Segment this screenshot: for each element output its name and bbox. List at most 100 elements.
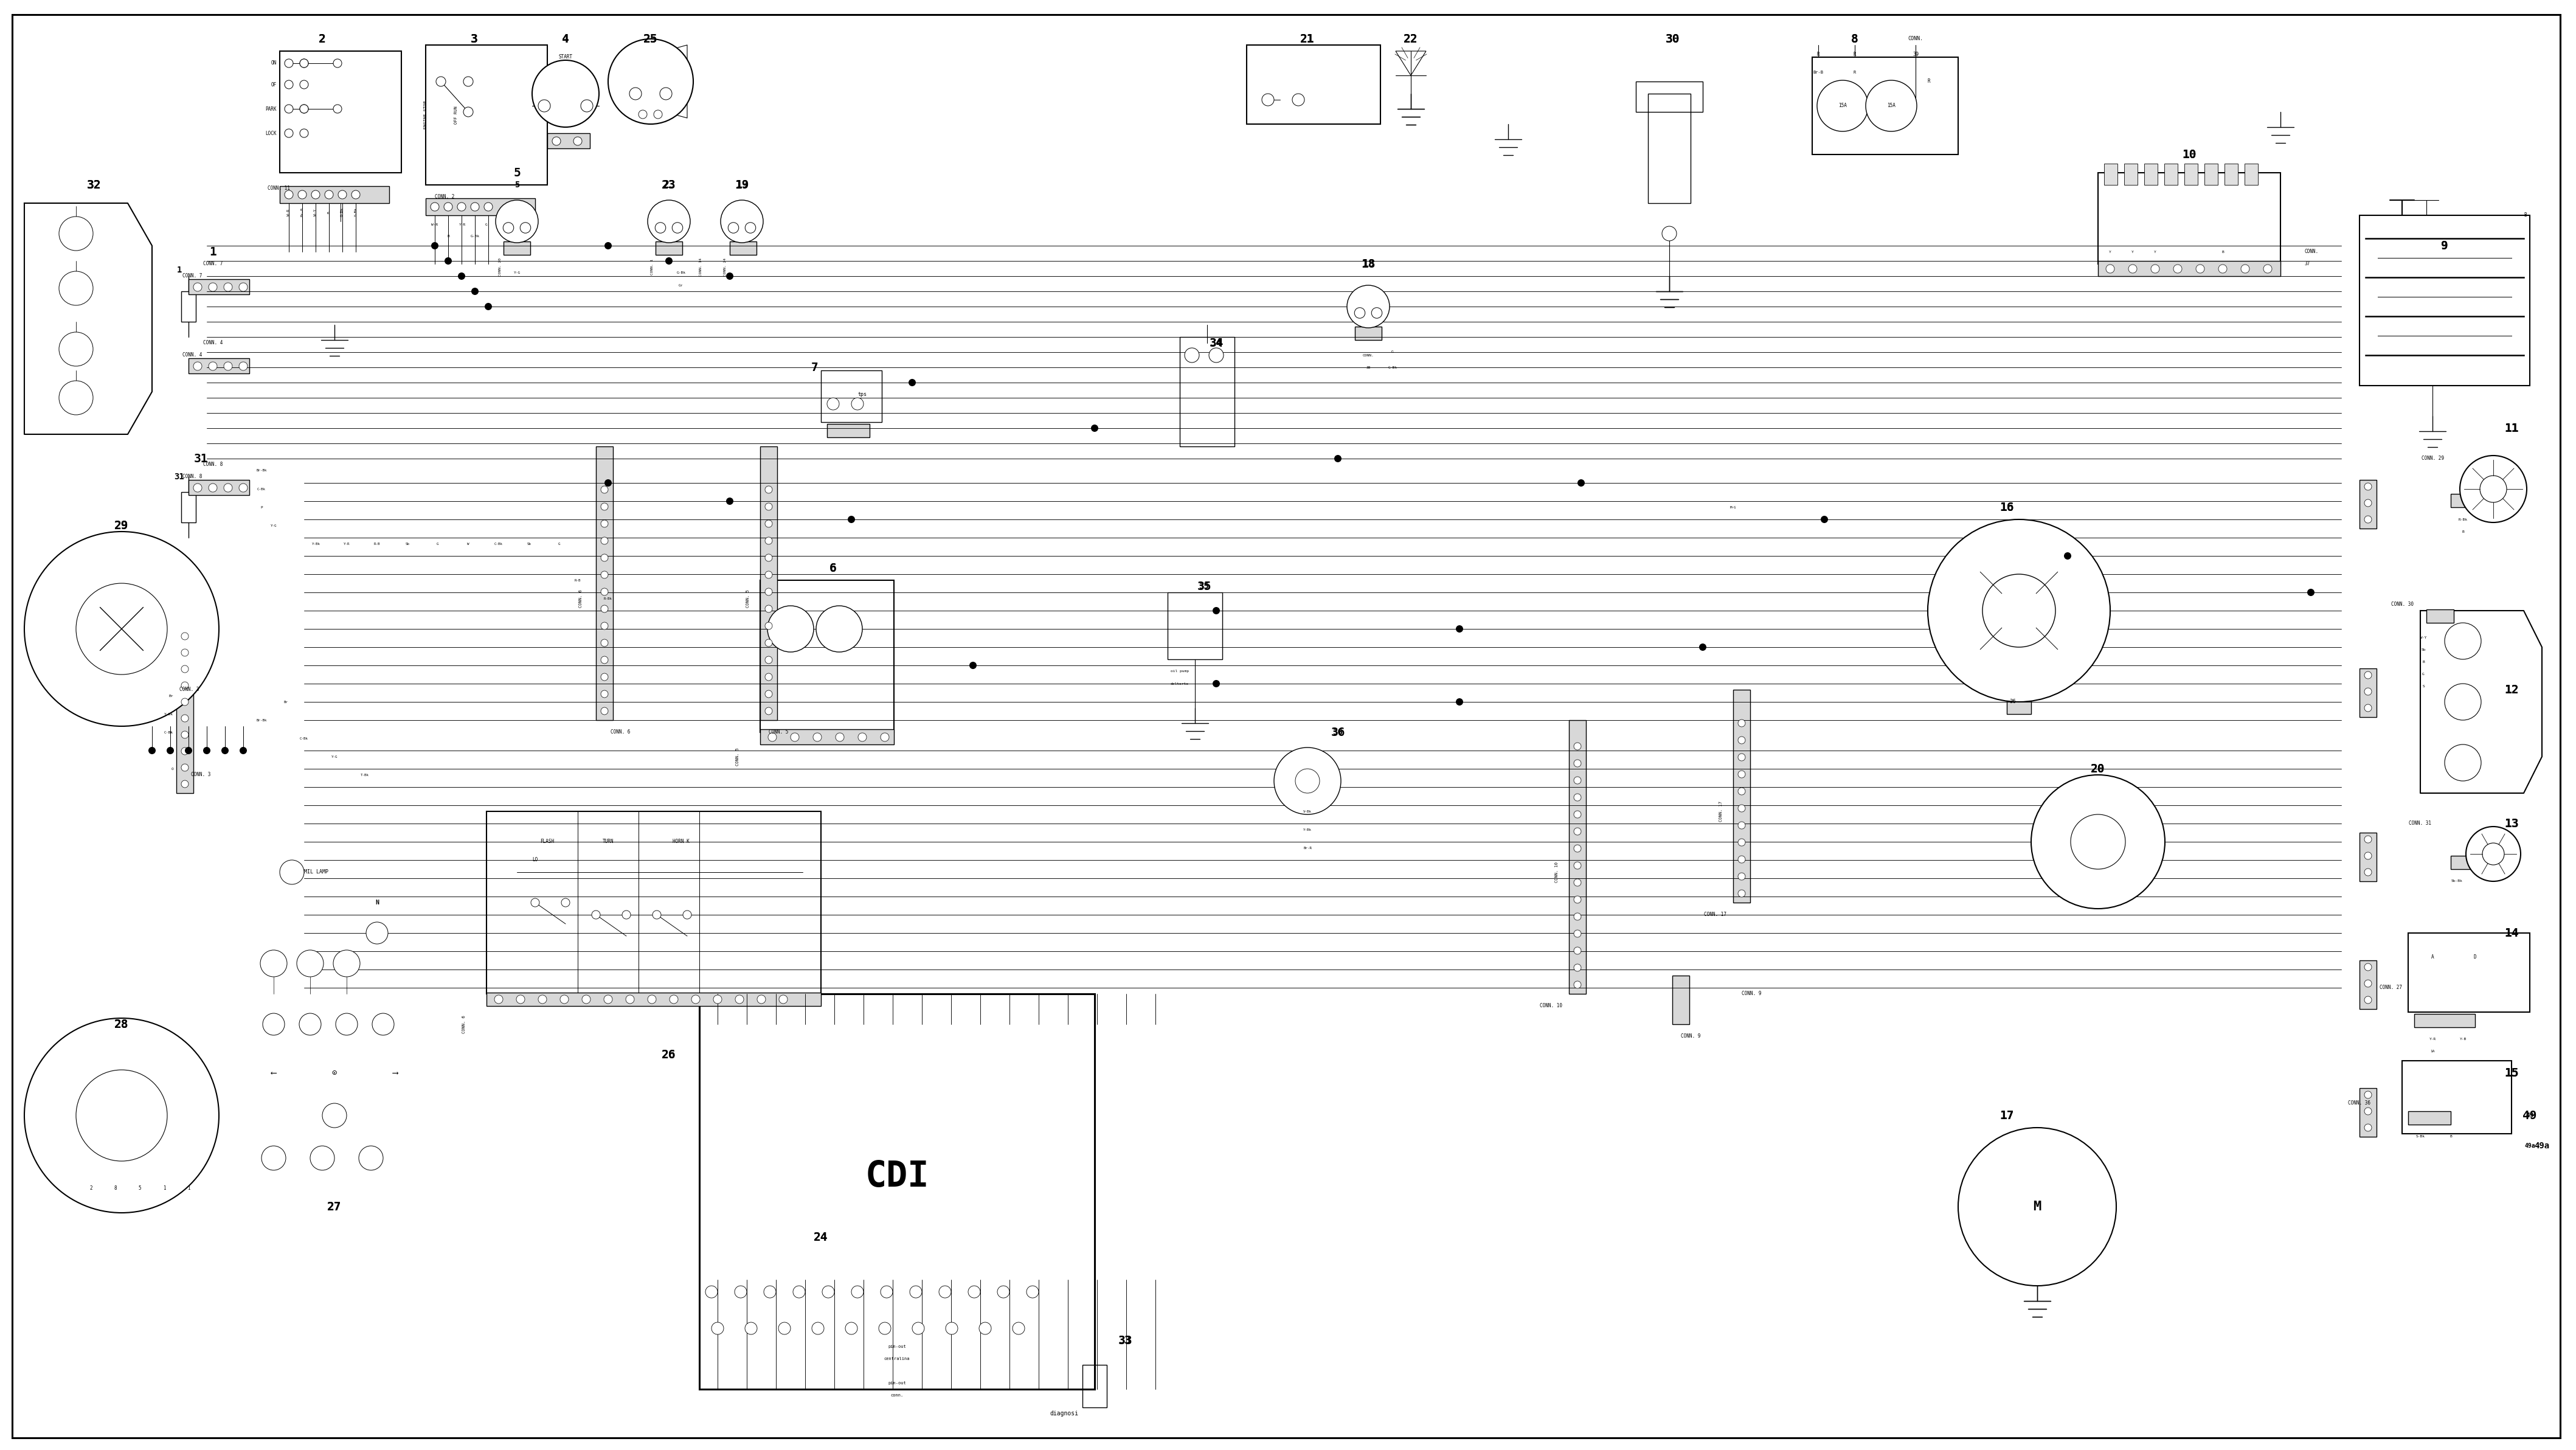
Text: 17: 17 [1999, 1109, 2014, 1121]
Circle shape [858, 732, 866, 741]
Circle shape [1355, 307, 1365, 318]
Circle shape [647, 995, 657, 1003]
Circle shape [2445, 623, 2481, 660]
Circle shape [2483, 842, 2504, 864]
Circle shape [822, 1286, 835, 1298]
Circle shape [909, 1286, 922, 1298]
Text: 49: 49 [2522, 1109, 2537, 1121]
Circle shape [629, 87, 641, 100]
Text: ENGINE STOP: ENGINE STOP [425, 100, 428, 129]
Circle shape [1958, 1128, 2117, 1286]
Text: Y-Bk: Y-Bk [312, 542, 319, 545]
Bar [2105, 164, 2117, 186]
Circle shape [672, 222, 683, 233]
Bar [595, 447, 613, 721]
Circle shape [335, 1014, 358, 1035]
Text: 8: 8 [1852, 33, 1857, 45]
Text: CONN. 14: CONN. 14 [698, 258, 703, 276]
Circle shape [515, 995, 526, 1003]
Text: R-B: R-B [374, 542, 381, 545]
Text: CONN.: CONN. [1363, 354, 1373, 357]
Text: CONN. 5: CONN. 5 [768, 729, 788, 735]
Circle shape [853, 1286, 863, 1298]
Text: CONN. 17: CONN. 17 [1703, 912, 1726, 918]
Circle shape [659, 87, 672, 100]
Circle shape [1208, 348, 1224, 362]
Text: 5b: 5b [2421, 648, 2427, 651]
Circle shape [1739, 838, 1747, 845]
Circle shape [744, 222, 755, 233]
Text: 4: 4 [562, 33, 569, 45]
Circle shape [734, 995, 744, 1003]
Text: R: R [1927, 78, 1929, 84]
Circle shape [1455, 699, 1463, 706]
Text: ⊙: ⊙ [332, 1069, 337, 1077]
Bar [1636, 81, 1703, 112]
Text: 29: 29 [113, 519, 129, 531]
Circle shape [909, 378, 917, 386]
Circle shape [180, 748, 188, 755]
Circle shape [1739, 787, 1747, 795]
Bar [1569, 721, 1587, 993]
Bar [281, 51, 402, 173]
Text: 3: 3 [471, 33, 479, 45]
Text: C-Bk: C-Bk [258, 487, 265, 490]
Circle shape [2445, 683, 2481, 721]
Circle shape [726, 273, 734, 280]
Text: CONN. 7: CONN. 7 [204, 261, 222, 267]
Circle shape [149, 747, 155, 754]
Text: R: R [1855, 71, 1857, 74]
Text: Y-R: Y-R [459, 223, 466, 226]
Text: CONN. 8: CONN. 8 [204, 463, 222, 467]
Circle shape [180, 632, 188, 639]
Circle shape [734, 1286, 747, 1298]
Circle shape [283, 59, 294, 68]
Text: 15: 15 [2504, 1067, 2519, 1079]
Circle shape [765, 1286, 775, 1298]
Bar [1672, 976, 1690, 1024]
Text: 17: 17 [1999, 1109, 2014, 1121]
Bar [1355, 326, 1381, 339]
Bar [281, 186, 389, 203]
Text: Sb: Sb [528, 542, 531, 545]
Circle shape [979, 1322, 992, 1334]
Circle shape [582, 995, 590, 1003]
Circle shape [224, 362, 232, 370]
Text: CONN. 10: CONN. 10 [1540, 1003, 1561, 1009]
Text: CONN. 4: CONN. 4 [204, 341, 222, 345]
Circle shape [193, 362, 201, 370]
Circle shape [600, 657, 608, 664]
Circle shape [1574, 845, 1582, 853]
Circle shape [814, 732, 822, 741]
Circle shape [1739, 855, 1747, 863]
Circle shape [600, 589, 608, 596]
Text: 10: 10 [2182, 149, 2197, 161]
Circle shape [765, 673, 773, 680]
Text: deltorto: deltorto [1170, 682, 1190, 686]
Circle shape [1739, 737, 1747, 744]
Text: Br: Br [283, 700, 289, 703]
Circle shape [2308, 589, 2313, 596]
Bar [1811, 57, 1958, 155]
Circle shape [765, 657, 773, 664]
Text: 12: 12 [2504, 684, 2519, 696]
Circle shape [1662, 226, 1677, 241]
Text: CONN. 6: CONN. 6 [611, 729, 631, 735]
Circle shape [1574, 947, 1582, 954]
Bar [502, 242, 531, 255]
Text: CONN. 7: CONN. 7 [183, 274, 201, 278]
Text: W-Y: W-Y [314, 209, 317, 216]
Circle shape [848, 516, 855, 523]
Text: 11: 11 [2504, 422, 2519, 434]
Circle shape [600, 571, 608, 579]
Text: PARK: PARK [265, 106, 276, 112]
Circle shape [757, 995, 765, 1003]
Circle shape [1574, 811, 1582, 818]
Circle shape [2365, 980, 2372, 987]
Circle shape [1739, 805, 1747, 812]
Text: CDI: CDI [866, 1159, 930, 1193]
Text: CONN. 36: CONN. 36 [2349, 1101, 2370, 1106]
Bar [1082, 1364, 1108, 1408]
Bar [2360, 215, 2530, 386]
Circle shape [665, 257, 672, 264]
